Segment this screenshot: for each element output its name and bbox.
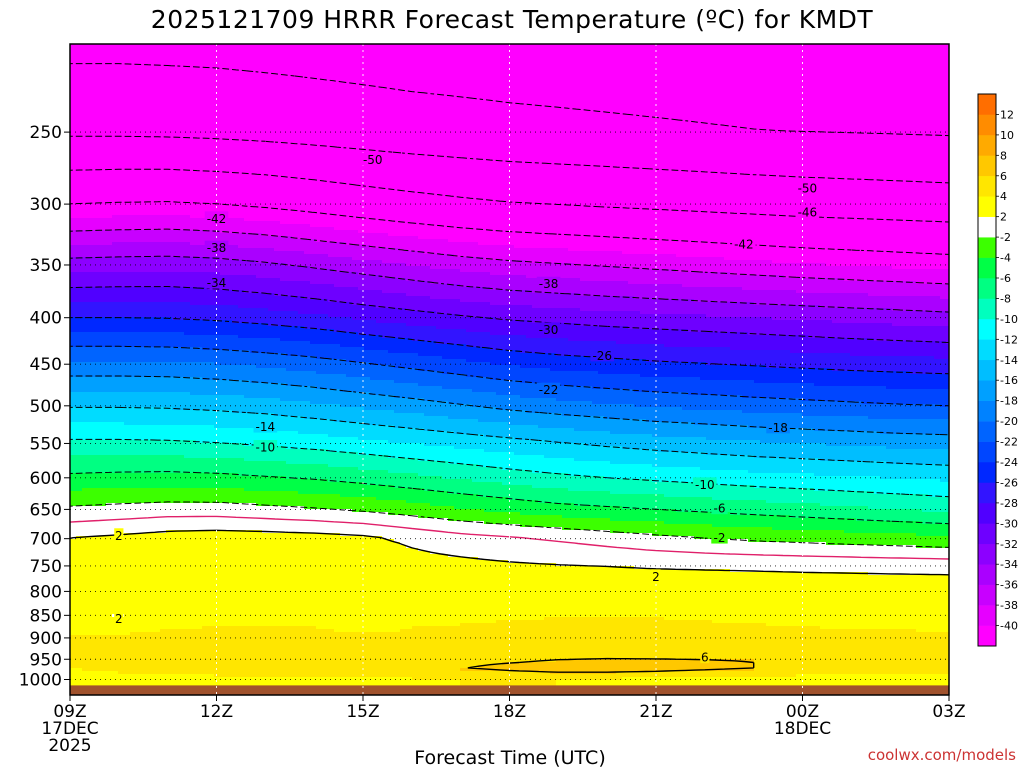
temperature-shading [70, 44, 953, 696]
chart-title: 2025121709 HRRR Forecast Temperature (ºC… [151, 5, 874, 34]
